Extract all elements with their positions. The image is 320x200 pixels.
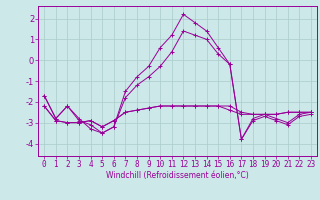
X-axis label: Windchill (Refroidissement éolien,°C): Windchill (Refroidissement éolien,°C) [106,171,249,180]
